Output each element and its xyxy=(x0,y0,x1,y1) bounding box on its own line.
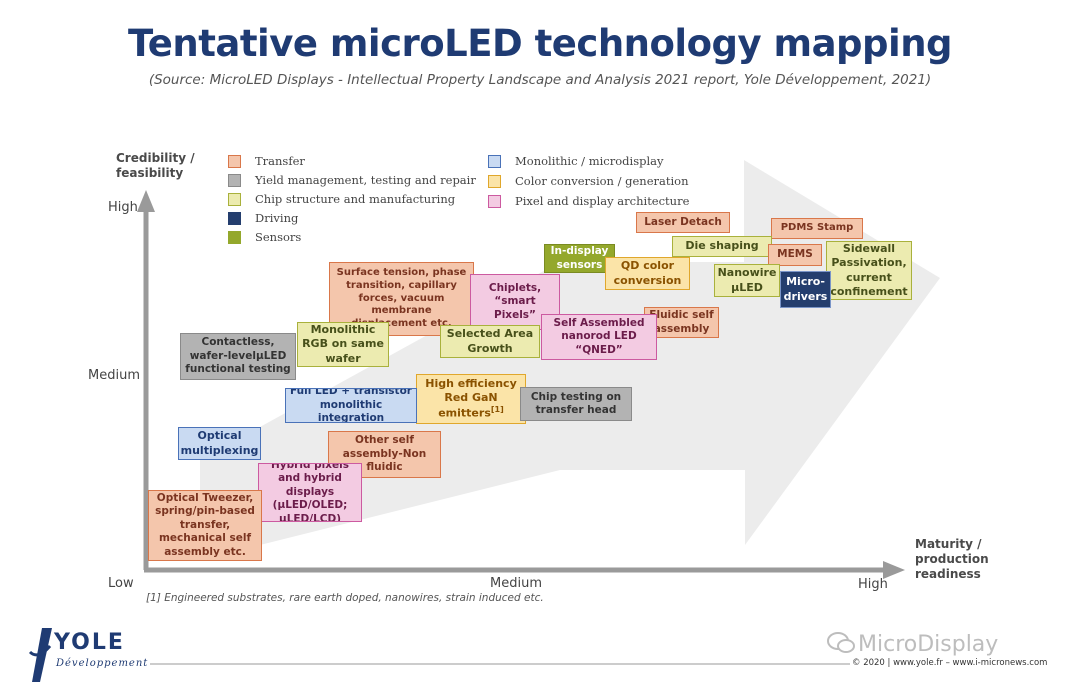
legend-item-transfer: Transfer xyxy=(228,152,476,170)
box-self-assembled-nanorod: Self Assembled nanorod LED “QNED” xyxy=(541,314,657,360)
box-monolithic-rgb: Monolithic RGB on same wafer xyxy=(297,322,389,367)
y-tick-medium: Medium xyxy=(88,368,140,383)
legend-swatch-pixel xyxy=(488,194,501,208)
box-laser-detach: Laser Detach xyxy=(636,212,730,233)
legend-swatch-sensors xyxy=(228,230,241,244)
wechat-icon xyxy=(827,632,855,653)
box-high-efficiency-red-gan: High efficiency Red GaN emitters[1] xyxy=(416,374,526,424)
box-high-efficiency-text: High efficiency Red GaN emitters xyxy=(425,377,517,420)
box-qd-color-conversion: QD color conversion xyxy=(605,257,690,290)
legend-label: Driving xyxy=(255,211,299,225)
legend-label: Transfer xyxy=(255,154,305,168)
box-contactless-testing: Contactless, wafer-levelµLED functional … xyxy=(180,333,296,380)
legend-swatch-driving xyxy=(228,211,241,225)
box-pdms-stamp: PDMS Stamp xyxy=(771,218,863,239)
legend-right: Monolithic / microdisplay Color conversi… xyxy=(488,152,689,210)
legend-label: Chip structure and manufacturing xyxy=(255,192,456,206)
legend-item-sensors: Sensors xyxy=(228,228,476,246)
copyright: © 2020 | www.yole.fr – www.i-micronews.c… xyxy=(852,658,1048,668)
yole-logo-mark xyxy=(28,628,52,682)
logo-text: YOLE xyxy=(54,630,125,655)
box-optical-multiplexing: Optical multiplexing xyxy=(178,427,261,460)
box-hybrid-pixels: Hybrid pixels and hybrid displays (µLED/… xyxy=(258,463,362,522)
legend-label: Color conversion / generation xyxy=(515,174,689,188)
legend-swatch-color xyxy=(488,174,501,188)
legend-item-monolithic: Monolithic / microdisplay xyxy=(488,152,689,170)
legend-swatch-yield xyxy=(228,173,241,187)
legend-swatch-transfer xyxy=(228,154,241,168)
legend-item-pixel: Pixel and display architecture xyxy=(488,192,689,210)
legend-label: Pixel and display architecture xyxy=(515,194,690,208)
x-tick-medium: Medium xyxy=(490,576,542,591)
page-title: Tentative microLED technology mapping xyxy=(127,22,953,65)
box-full-led-transistor: Full LED + transistor monolithic integra… xyxy=(285,388,417,423)
y-axis-title: Credibility / feasibility xyxy=(116,151,195,180)
box-surface-tension: Surface tension, phase transition, capil… xyxy=(329,262,474,336)
legend-label: Sensors xyxy=(255,230,302,244)
y-tick-low: Low xyxy=(108,576,134,591)
legend-swatch-monolithic xyxy=(488,154,501,168)
watermark: MicroDisplay xyxy=(858,632,999,657)
box-die-shaping: Die shaping xyxy=(672,236,772,257)
legend-swatch-chip xyxy=(228,192,241,206)
y-tick-high: High xyxy=(108,200,138,215)
footnote-ref: [1] xyxy=(490,405,504,415)
legend-item-driving: Driving xyxy=(228,209,476,227)
legend-label: Yield management, testing and repair xyxy=(255,173,476,187)
x-tick-high: High xyxy=(858,577,888,592)
x-axis-title: Maturity / production readiness xyxy=(915,537,989,581)
legend-left: Transfer Yield management, testing and r… xyxy=(228,152,476,246)
legend-item-chip: Chip structure and manufacturing xyxy=(228,190,476,208)
legend-label: Monolithic / microdisplay xyxy=(515,154,664,168)
footer-divider xyxy=(150,663,850,665)
page-subtitle: (Source: MicroLED Displays - Intellectua… xyxy=(148,72,932,88)
box-nanowire-uled: Nanowire µLED xyxy=(714,264,780,297)
box-micro-drivers: Micro-drivers xyxy=(780,271,831,308)
box-optical-tweezer: Optical Tweezer, spring/pin-based transf… xyxy=(148,490,262,561)
box-mems: MEMS xyxy=(768,244,822,266)
logo-subtext: Développement xyxy=(56,658,149,669)
footnote: [1] Engineered substrates, rare earth do… xyxy=(146,592,544,604)
box-chip-testing: Chip testing on transfer head xyxy=(520,387,632,421)
box-selected-area-growth: Selected Area Growth xyxy=(440,325,540,358)
legend-item-yield: Yield management, testing and repair xyxy=(228,171,476,189)
box-sidewall-passivation: Sidewall Passivation, current confinemen… xyxy=(826,241,912,300)
legend-item-color: Color conversion / generation xyxy=(488,172,689,190)
